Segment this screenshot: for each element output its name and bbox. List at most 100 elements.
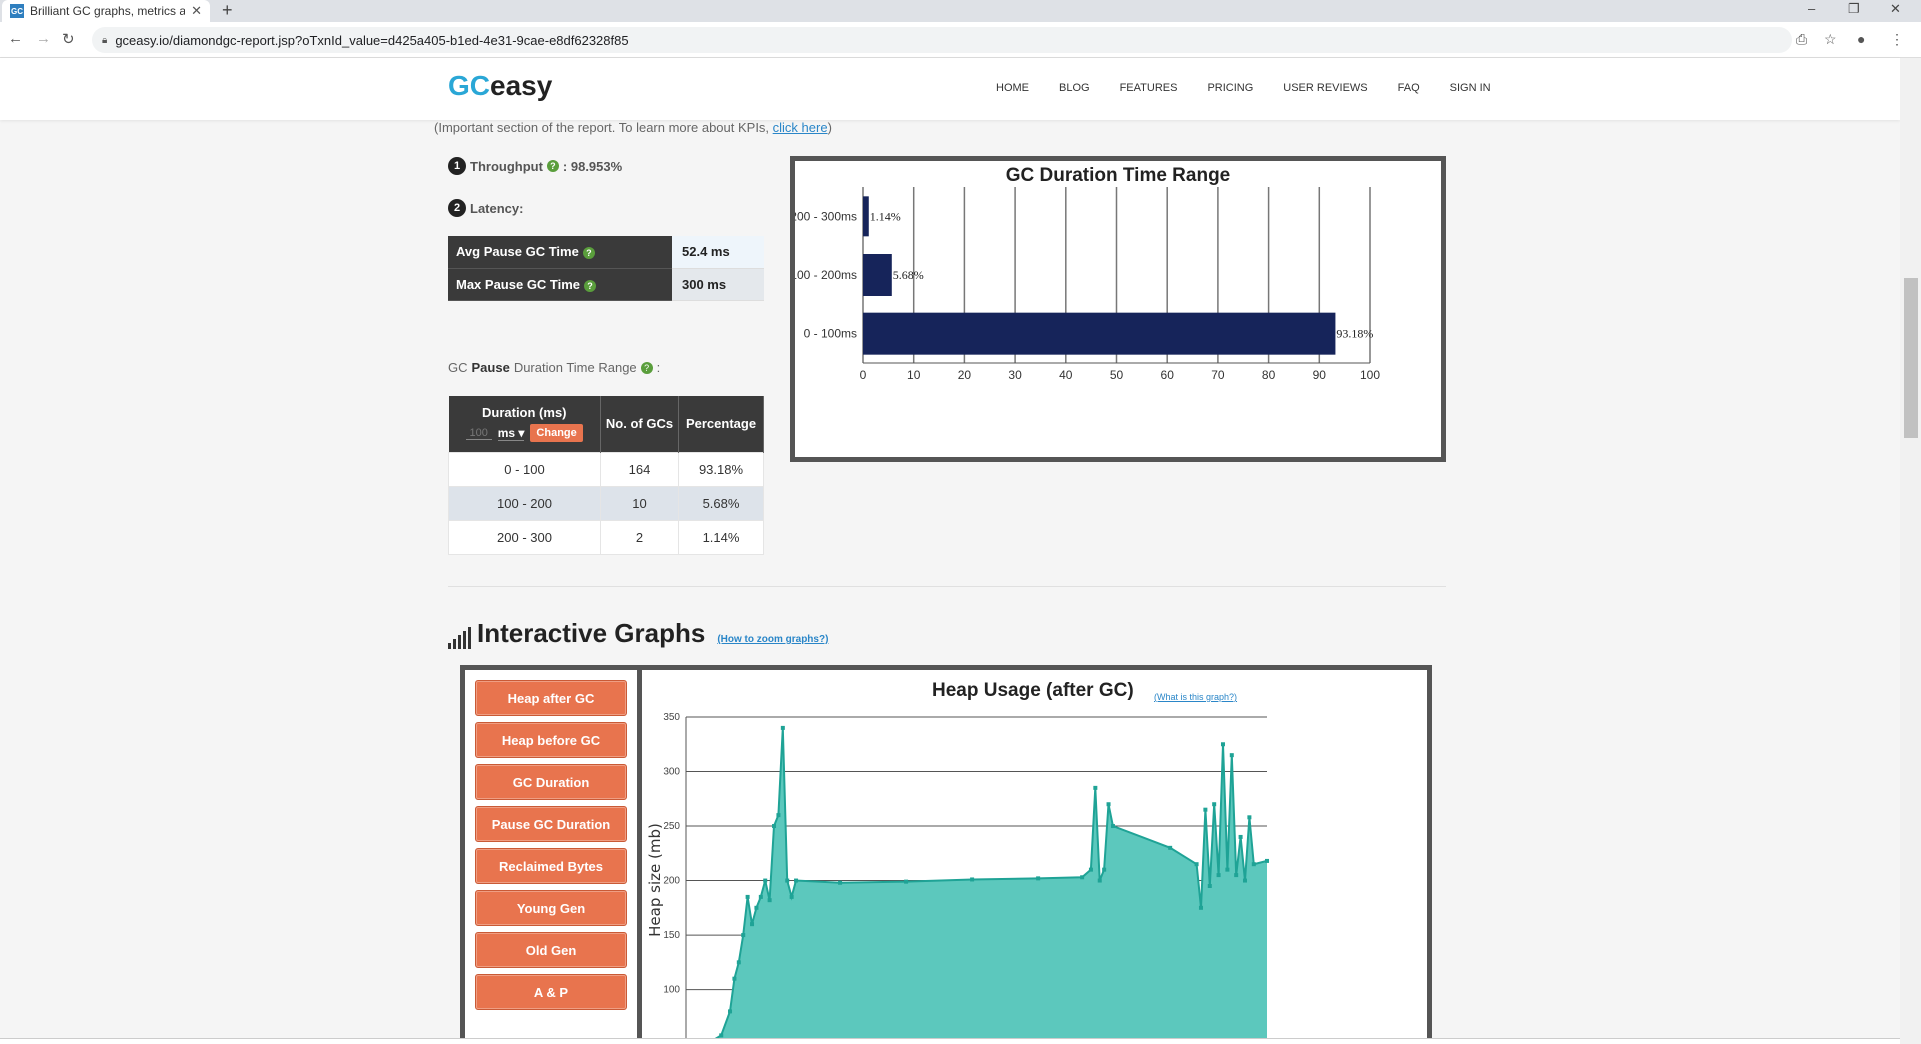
data-point: [1106, 802, 1111, 807]
data-point: [1265, 858, 1269, 863]
what-is-this-graph-link[interactable]: (What is this graph?): [1154, 692, 1238, 702]
site-header: GCeasy HOME BLOG FEATURES PRICING USER R…: [0, 58, 1900, 120]
data-point: [1168, 845, 1173, 850]
kpi-click-here-link[interactable]: click here: [772, 120, 828, 135]
logo[interactable]: GCeasy: [448, 70, 553, 101]
x-tick-label: 20: [958, 368, 972, 382]
bookmark-star-icon[interactable]: ☆: [1824, 31, 1837, 47]
avg-pause-value: 52.4 ms: [672, 236, 764, 269]
help-icon[interactable]: ?: [546, 160, 559, 172]
help-icon[interactable]: ?: [582, 247, 595, 260]
max-pause-label: Max Pause GC Time?: [448, 268, 672, 301]
data-point: [767, 898, 772, 903]
data-point: [1088, 867, 1093, 872]
bar: [863, 196, 869, 237]
young-gen-button[interactable]: Young Gen: [475, 890, 627, 926]
table-row: 100 - 200 10 5.68%: [448, 485, 764, 521]
table-row: 0 - 100 164 93.18%: [448, 451, 764, 487]
address-bar: ← → ↻ 🔒︎ gceasy.io/diamondgc-report.jsp?…: [0, 22, 1921, 58]
panel-separator: [637, 670, 642, 1044]
duration-unit-select[interactable]: ms ▾: [497, 425, 525, 441]
data-point: [772, 824, 777, 829]
y-tick-label: 150: [663, 930, 680, 941]
forward-icon[interactable]: →: [36, 30, 51, 47]
data-point: [1229, 753, 1234, 758]
data-point: [1080, 875, 1085, 880]
data-point: [1207, 884, 1212, 888]
x-tick-label: 30: [1008, 368, 1022, 382]
max-pause-value: 300 ms: [672, 268, 764, 301]
change-button[interactable]: Change: [530, 424, 583, 443]
latency-line: 2 Latency:: [448, 199, 523, 217]
data-point: [1234, 873, 1239, 878]
data-point: [1194, 862, 1199, 867]
data-point: [719, 1033, 724, 1038]
nav-features[interactable]: FEATURES: [1119, 82, 1178, 94]
nav-sign-in[interactable]: SIGN IN: [1449, 82, 1491, 94]
data-point: [758, 894, 763, 899]
x-tick-label: 100: [1360, 368, 1380, 382]
data-point: [750, 922, 755, 927]
nav-home[interactable]: HOME: [996, 82, 1029, 94]
data-point: [763, 878, 768, 883]
heap-after-gc-button[interactable]: Heap after GC: [475, 680, 627, 716]
data-point: [1093, 785, 1098, 790]
restore-icon[interactable]: ❐: [1848, 1, 1860, 16]
data-label: 5.68%: [893, 268, 924, 282]
scrollbar-thumb[interactable]: [1904, 278, 1918, 438]
help-icon[interactable]: ?: [640, 361, 653, 374]
data-point: [1251, 862, 1256, 867]
interactive-graphs-header: Interactive Graphs (How to zoom graphs?): [448, 618, 828, 649]
heap-area-fill: [706, 727, 1267, 1044]
duration-interval-input[interactable]: 100: [465, 427, 492, 440]
translate-icon[interactable]: ⎙: [1796, 31, 1808, 47]
chart-title: GC Duration Time Range: [1006, 165, 1231, 186]
x-tick-label: 60: [1161, 368, 1175, 382]
bar: [863, 312, 1336, 355]
gc-count-header: No. of GCs: [600, 396, 679, 452]
data-point: [780, 725, 785, 730]
y-tick-label: 250: [663, 821, 680, 832]
table-row: 200 - 300 2 1.14%: [448, 519, 764, 555]
profile-icon[interactable]: ●: [1857, 31, 1866, 47]
pause-gc-duration-button[interactable]: Pause GC Duration: [475, 806, 627, 842]
window-close-icon[interactable]: ✕: [1890, 1, 1901, 16]
y-tick-label: 0 - 100ms: [804, 327, 857, 341]
data-point: [1220, 742, 1225, 747]
menu-icon[interactable]: ⋮: [1890, 31, 1904, 47]
x-tick-label: 80: [1262, 368, 1276, 382]
page-scrollbar[interactable]: [1900, 58, 1921, 1044]
throughput-line: 1 Throughput ? : 98.953%: [448, 157, 622, 175]
data-label: 1.14%: [870, 209, 901, 223]
reclaimed-bytes-button[interactable]: Reclaimed Bytes: [475, 848, 627, 884]
latency-table: Avg Pause GC Time? 52.4 ms Max Pause GC …: [448, 236, 764, 301]
old-gen-button[interactable]: Old Gen: [475, 932, 627, 968]
nav-blog[interactable]: BLOG: [1059, 82, 1090, 94]
close-tab-icon[interactable]: ✕: [191, 3, 202, 18]
a-and-p-button[interactable]: A & P: [475, 974, 627, 1010]
data-point: [1198, 905, 1203, 910]
nav-faq[interactable]: FAQ: [1397, 82, 1420, 94]
new-tab-icon[interactable]: +: [222, 0, 233, 20]
y-axis-label: Heap size (mb): [646, 823, 664, 937]
minimize-icon[interactable]: –: [1808, 1, 1816, 16]
back-icon[interactable]: ←: [8, 30, 23, 47]
signal-bars-icon: [448, 627, 471, 649]
browser-tab[interactable]: GC Brilliant GC graphs, metrics an ✕: [2, 0, 210, 22]
gc-duration-chart: GC Duration Time Range 0 10 20 30 40 50 60 70 80 9…: [790, 156, 1446, 462]
heap-before-gc-button[interactable]: Heap before GC: [475, 722, 627, 758]
data-point: [1203, 807, 1208, 812]
heap-usage-chart-svg: 50100150200250300350Heap size (mb): [646, 712, 1269, 1044]
help-icon[interactable]: ?: [584, 279, 597, 292]
data-point: [789, 894, 794, 899]
reload-icon[interactable]: ↻: [62, 31, 75, 48]
nav-user-reviews[interactable]: USER REVIEWS: [1283, 82, 1368, 94]
gc-duration-button[interactable]: GC Duration: [475, 764, 627, 800]
favicon-icon: GC: [10, 4, 24, 18]
url-field[interactable]: 🔒︎ gceasy.io/diamondgc-report.jsp?oTxnId…: [92, 27, 1792, 53]
throughput-label: Throughput: [470, 158, 543, 174]
zoom-help-link[interactable]: (How to zoom graphs?): [717, 634, 829, 645]
data-point: [745, 894, 750, 899]
nav-pricing[interactable]: PRICING: [1207, 82, 1254, 94]
x-tick-label: 40: [1059, 368, 1073, 382]
